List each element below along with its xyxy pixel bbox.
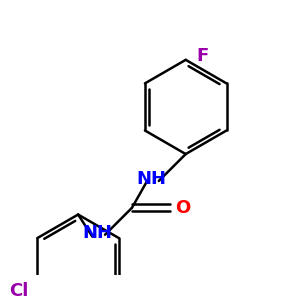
Text: O: O <box>175 199 190 217</box>
Text: F: F <box>196 47 208 65</box>
Text: NH: NH <box>83 224 113 242</box>
Text: Cl: Cl <box>10 282 29 300</box>
Text: NH: NH <box>136 170 166 188</box>
